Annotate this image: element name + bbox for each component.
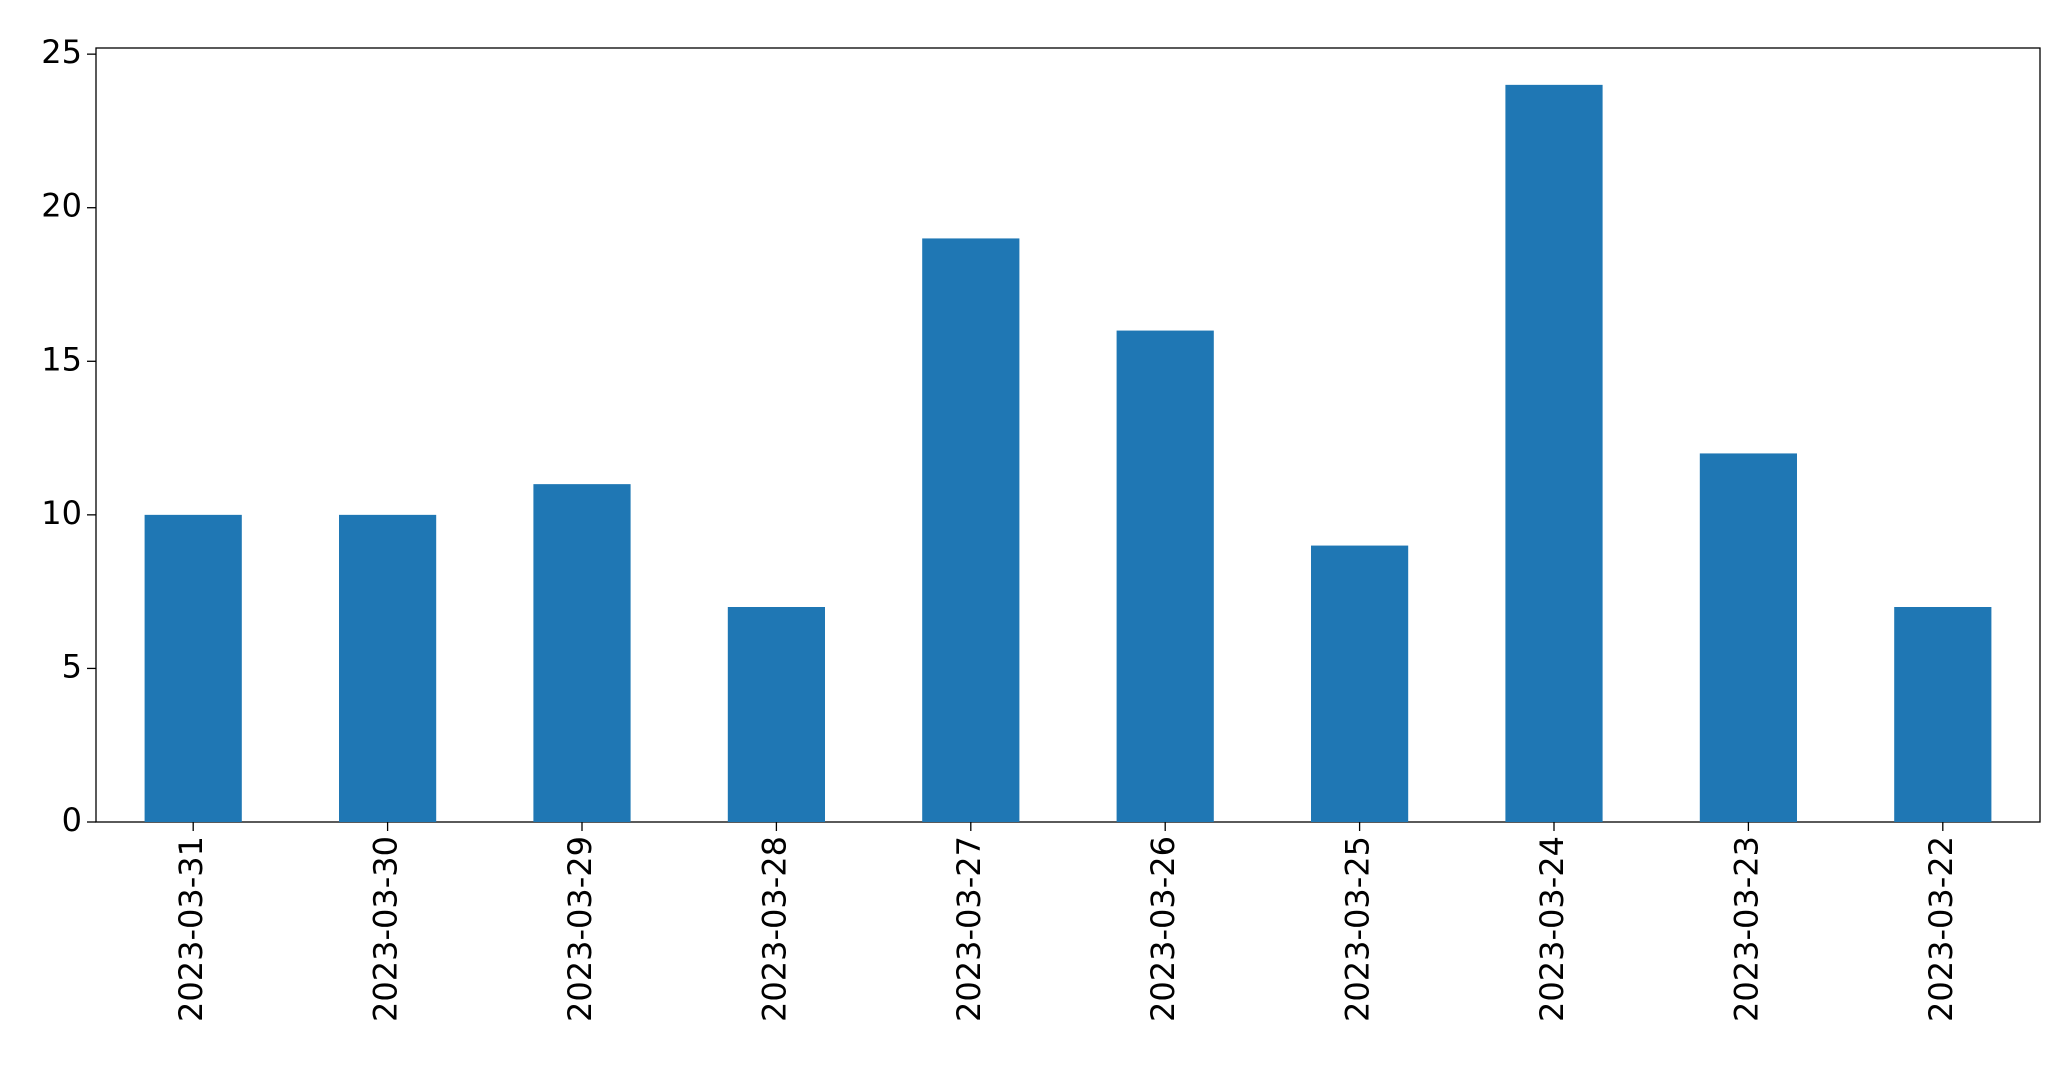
y-tick-label: 15 [41, 340, 82, 378]
bar [922, 238, 1020, 822]
bar [1505, 84, 1603, 823]
x-tick-label: 2023-03-30 [367, 836, 405, 1022]
x-tick-label: 2023-03-22 [1922, 836, 1960, 1022]
bar [1116, 330, 1214, 822]
y-tick-label: 0 [62, 801, 82, 839]
bar [1311, 545, 1409, 822]
x-tick-label: 2023-03-27 [950, 836, 988, 1022]
bar [339, 514, 437, 822]
bar [1894, 607, 1992, 822]
x-tick-label: 2023-03-29 [561, 836, 599, 1022]
x-tick-label: 2023-03-23 [1727, 836, 1765, 1022]
x-tick-label: 2023-03-25 [1339, 836, 1377, 1022]
y-tick-label: 20 [41, 187, 82, 225]
bar [727, 607, 825, 822]
y-tick-label: 10 [41, 494, 82, 532]
plot-frame [95, 47, 2041, 823]
bar [533, 484, 631, 822]
y-tick-label: 25 [41, 33, 82, 71]
x-tick-label: 2023-03-31 [172, 836, 210, 1022]
x-tick-label: 2023-03-26 [1144, 836, 1182, 1022]
bar [144, 514, 242, 822]
x-tick-label: 2023-03-28 [755, 836, 793, 1022]
y-tick-label: 5 [62, 647, 82, 685]
x-tick-label: 2023-03-24 [1533, 836, 1571, 1022]
bar [1699, 453, 1797, 822]
